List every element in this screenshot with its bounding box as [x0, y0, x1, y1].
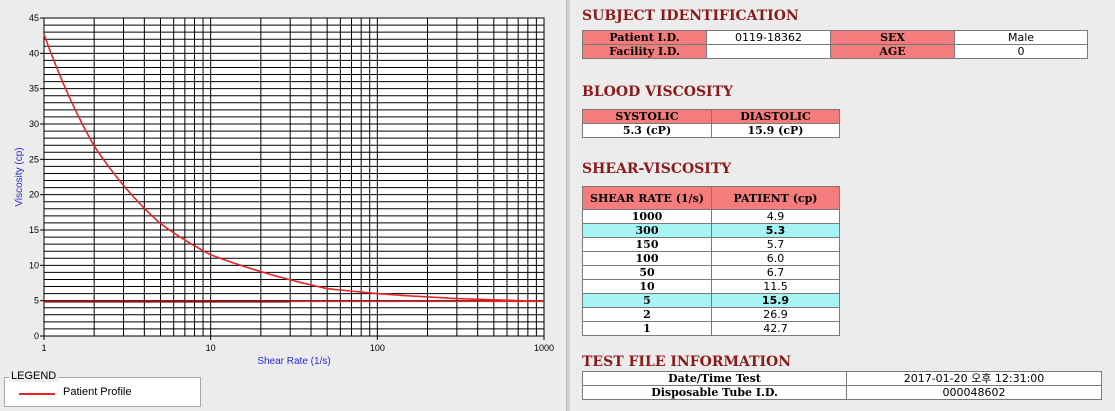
systolic-value: 5.3 (cP) — [582, 123, 712, 138]
patient-cp-header: PATIENT (cp) — [711, 186, 840, 210]
patient-cp-cell: 6.7 — [711, 265, 840, 280]
legend-line-swatch — [19, 393, 55, 395]
shear-rate-cell: 2 — [582, 307, 712, 322]
patient-cp-cell: 15.9 — [711, 293, 840, 308]
shear-rate-cell: 50 — [582, 265, 712, 280]
y-tick-label: 40 — [29, 48, 39, 58]
shear-row: 10 11.5 — [582, 279, 840, 294]
x-axis-label: Shear Rate (1/s) — [257, 356, 330, 367]
x-tick-label: 10 — [206, 343, 216, 353]
shear-rate-cell: 150 — [582, 237, 712, 252]
date-time-value: 2017-01-20 오후 12:31:00 — [846, 371, 1102, 386]
facility-id-value — [706, 44, 831, 59]
sex-label: SEX — [830, 30, 955, 45]
shear-rate-cell: 100 — [582, 251, 712, 266]
legend-box: LEGEND Patient Profile — [4, 370, 201, 407]
subject-table: Patient I.D. 0119-18362 SEX Male Facilit… — [582, 30, 1088, 59]
y-tick-label: 0 — [34, 331, 39, 341]
shear-rate-cell: 5 — [582, 293, 712, 308]
shear-row: 50 6.7 — [582, 265, 840, 280]
patient-cp-cell: 5.7 — [711, 237, 840, 252]
subject-identification-title: SUBJECT IDENTIFICATION — [582, 8, 799, 24]
shear-rate-cell: 1000 — [582, 209, 712, 224]
legend-item-label: Patient Profile — [63, 386, 132, 398]
shear-row: 5 15.9 — [582, 293, 840, 308]
shear-rate-cell: 10 — [582, 279, 712, 294]
y-tick-label: 25 — [29, 154, 39, 164]
panel-splitter[interactable] — [566, 0, 570, 411]
tube-id-value: 000048602 — [846, 385, 1102, 400]
viscosity-chart-panel: 0 5 10 15 20 25 30 35 40 45 1 10 100 1000 Shear Rate … — [0, 0, 565, 372]
shear-rate-cell: 1 — [582, 321, 712, 336]
sex-value: Male — [954, 30, 1088, 45]
blood-viscosity-title: BLOOD VISCOSITY — [582, 84, 734, 100]
shear-row: 150 5.7 — [582, 237, 840, 252]
patient-id-label: Patient I.D. — [582, 30, 707, 45]
test-file-table: Date/Time Test 2017-01-20 오후 12:31:00 Di… — [582, 371, 1102, 400]
y-tick-label: 35 — [29, 84, 39, 94]
patient-cp-cell: 26.9 — [711, 307, 840, 322]
shear-row: 300 5.3 — [582, 223, 840, 238]
y-tick-label: 15 — [29, 225, 39, 235]
patient-cp-cell: 6.0 — [711, 251, 840, 266]
shear-viscosity-title: SHEAR-VISCOSITY — [582, 161, 732, 177]
age-label: AGE — [830, 44, 955, 59]
shear-row: 100 6.0 — [582, 251, 840, 266]
diastolic-label: DIASTOLIC — [711, 109, 840, 124]
systolic-label: SYSTOLIC — [582, 109, 712, 124]
y-tick-label: 30 — [29, 119, 39, 129]
plot-area — [43, 17, 545, 337]
y-tick-label: 5 — [34, 296, 39, 306]
date-time-label: Date/Time Test — [582, 371, 847, 386]
shear-row: 2 26.9 — [582, 307, 840, 322]
x-tick-label: 1 — [41, 343, 46, 353]
patient-cp-cell: 11.5 — [711, 279, 840, 294]
y-tick-label: 10 — [29, 260, 39, 270]
y-tick-label: 45 — [29, 13, 39, 23]
tube-id-label: Disposable Tube I.D. — [582, 385, 847, 400]
blood-viscosity-table: SYSTOLIC DIASTOLIC 5.3 (cP) 15.9 (cP) — [582, 109, 840, 138]
shear-viscosity-table: SHEAR RATE (1/s) PATIENT (cp) 1000 4.9 300… — [582, 186, 840, 336]
test-file-information-title: TEST FILE INFORMATION — [582, 354, 792, 370]
patient-cp-cell: 4.9 — [711, 209, 840, 224]
shear-rate-cell: 300 — [582, 223, 712, 238]
diastolic-value: 15.9 (cP) — [711, 123, 840, 138]
patient-cp-cell: 42.7 — [711, 321, 840, 336]
legend-title: LEGEND — [9, 370, 59, 382]
shear-row: 1000 4.9 — [582, 209, 840, 224]
shear-rate-header: SHEAR RATE (1/s) — [582, 186, 712, 210]
facility-id-label: Facility I.D. — [582, 44, 707, 59]
y-tick-label: 20 — [29, 190, 39, 200]
shear-row: 1 42.7 — [582, 321, 840, 336]
patient-cp-cell: 5.3 — [711, 223, 840, 238]
age-value: 0 — [954, 44, 1088, 59]
viscosity-chart: 0 5 10 15 20 25 30 35 40 45 1 10 100 1000 Shear Rate … — [14, 13, 554, 367]
series-line-patient-profile — [43, 33, 545, 303]
patient-id-value: 0119-18362 — [706, 30, 831, 45]
x-tick-label: 100 — [370, 343, 385, 353]
x-tick-label: 1000 — [534, 343, 554, 353]
y-axis-label: Viscosity (cp) — [14, 147, 25, 206]
